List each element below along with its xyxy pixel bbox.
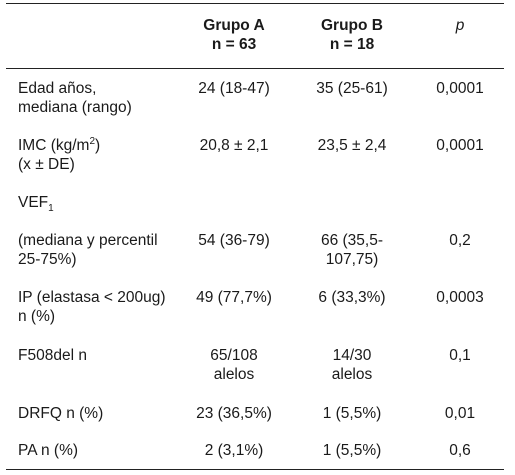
cell-group-b-line2: alelos (331, 366, 373, 383)
header-group-a: Grupo A n = 63 (174, 16, 294, 54)
cell-group-a: 20,8 ± 2,1 (199, 137, 269, 154)
header-group-b: Grupo B n = 18 (296, 16, 408, 54)
row-label: DRFQ n (%) (18, 405, 104, 422)
cell-group-a: 65/108 alelos (174, 346, 294, 384)
row-label-line1: Edad años, (18, 80, 97, 97)
cell-group-a: 24 (18-47) (198, 80, 270, 97)
cell-group-b: 1 (5,5%) (322, 442, 382, 459)
row-label: (mediana y percentil 25-75%) (18, 231, 178, 269)
header-p-value: p (455, 17, 465, 34)
row-label: IP (elastasa < 200ug) n (%) (18, 288, 178, 326)
cell-p-value: 0,2 (449, 232, 471, 249)
cell-p-value: 0,01 (444, 405, 476, 422)
cell-p-value: 0,6 (449, 442, 471, 459)
row-label-text: VEF (18, 194, 49, 211)
results-table: Grupo A n = 63 Grupo B n = 18 p Edad año… (6, 3, 504, 470)
row-label: F508del n (18, 347, 87, 364)
cell-group-a-line2: alelos (213, 366, 255, 383)
cell-group-a: 54 (36-79) (198, 232, 270, 249)
row-label-line1: IP (elastasa < 200ug) (18, 289, 166, 306)
row-label: PA n (%) (18, 442, 79, 459)
cell-group-b: 1 (5,5%) (322, 405, 382, 422)
row-label-superscript: 2 (89, 135, 96, 147)
cell-group-a: 49 (77,7%) (196, 289, 272, 306)
row-label-text-end: ) (95, 137, 101, 154)
cell-p-value: 0,0001 (436, 80, 484, 97)
header-rule (6, 68, 504, 69)
header-group-b-label: Grupo B (321, 17, 383, 34)
header-group-a-label: Grupo A (203, 17, 265, 34)
cell-group-a: 23 (36,5%) (196, 405, 272, 422)
cell-group-a-line1: 65/108 (210, 347, 258, 364)
cell-group-b: 66 (35,5-107,75) (320, 232, 384, 268)
cell-group-b: 14/30 alelos (296, 346, 408, 384)
row-label-line2: n (%) (18, 308, 56, 325)
row-label-line2: mediana (rango) (18, 99, 132, 116)
row-label: Edad años, mediana (rango) (18, 79, 178, 117)
header-group-a-n: n = 63 (211, 36, 257, 53)
row-label-line2: (x ± DE) (18, 156, 75, 173)
cell-group-a: 2 (3,1%) (204, 442, 264, 459)
cell-p-value: 0,1 (449, 347, 471, 364)
header-group-b-n: n = 18 (329, 36, 375, 53)
row-label-line1: (mediana y percentil (18, 232, 158, 249)
row-label-text: IMC (kg/m (18, 137, 90, 154)
row-label: VEF1 (18, 193, 178, 215)
row-label-line1: IMC (kg/m2) (18, 135, 101, 154)
cell-p-value: 0,0001 (436, 137, 484, 154)
cell-p-value: 0,0003 (436, 289, 484, 306)
cell-group-b-line1: 14/30 (332, 347, 372, 364)
cell-group-b: 6 (33,3%) (318, 289, 386, 306)
row-label: IMC (kg/m2) (x ± DE) (18, 136, 178, 174)
row-label-subscript: 1 (48, 203, 54, 215)
cell-group-b: 23,5 ± 2,4 (317, 137, 387, 154)
row-label-line2: 25-75%) (18, 251, 77, 268)
cell-group-b: 35 (25-61) (316, 80, 388, 97)
